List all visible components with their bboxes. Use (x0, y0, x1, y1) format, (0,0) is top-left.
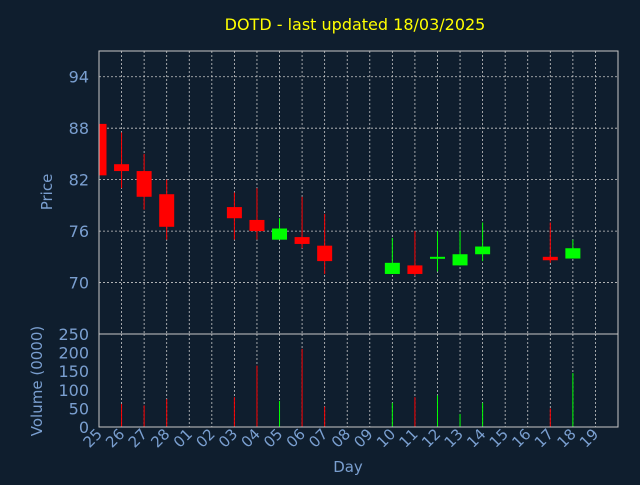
candle-body (136, 171, 152, 197)
candle-body (429, 256, 445, 259)
price-tick-label: 70 (69, 274, 89, 293)
volume-axis-label: Volume (0000) (28, 326, 46, 436)
price-tick-label: 76 (69, 222, 89, 241)
candle-body (565, 248, 581, 259)
candle-body (407, 265, 423, 274)
candle-body (272, 228, 288, 240)
volume-tick-label: 150 (58, 362, 89, 381)
price-tick-label: 82 (69, 171, 89, 190)
volume-tick-label: 200 (58, 344, 89, 363)
volume-tick-label: 100 (58, 381, 89, 400)
candle-body (294, 237, 310, 244)
candle-body (249, 219, 265, 232)
volume-tick-label: 0 (79, 418, 89, 437)
candle-body (114, 164, 130, 172)
chart-title: DOTD - last updated 18/03/2025 (225, 15, 486, 34)
candle-body (159, 194, 175, 227)
price-tick-label: 88 (69, 119, 89, 138)
volume-tick-label: 50 (69, 399, 89, 418)
candle-body (99, 123, 107, 176)
candle-body (542, 256, 558, 261)
candle-body (452, 254, 468, 266)
x-axis-label: Day (333, 458, 363, 476)
price-axis-label: Price (38, 174, 56, 211)
price-tick-label: 94 (69, 68, 89, 87)
candle-body (317, 245, 333, 262)
x-tick-label: 19 (576, 425, 602, 451)
candle-body (226, 207, 242, 219)
candle-body (475, 246, 491, 255)
price-panel-frame (98, 50, 619, 335)
volume-panel-frame (98, 333, 619, 428)
candle-body (384, 262, 400, 274)
volume-tick-label: 250 (58, 325, 89, 344)
